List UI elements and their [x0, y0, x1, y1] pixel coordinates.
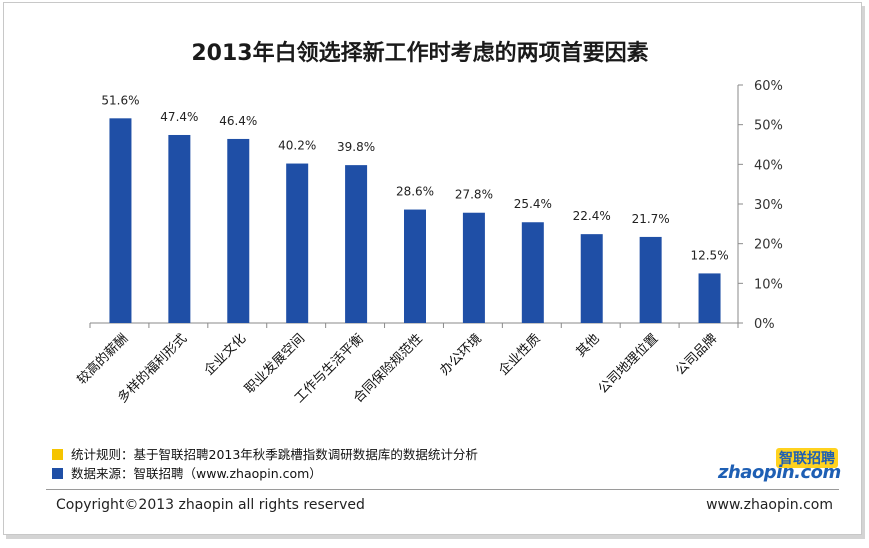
category-label: 企业文化: [201, 331, 249, 379]
data-label: 47.4%: [160, 110, 198, 124]
footer-copyright: Copyright©2013 zhaopin all rights reserv…: [56, 497, 365, 513]
data-label: 22.4%: [573, 209, 611, 223]
bar: [227, 138, 250, 323]
note-source: 数据来源：智联招聘（www.zhaopin.com）: [52, 464, 478, 483]
zhaopin-logo: 智联招聘 zhaopin.com: [718, 448, 841, 484]
bar: [168, 134, 191, 323]
bar: [286, 163, 309, 323]
footer-url: www.zhaopin.com: [706, 497, 833, 513]
data-label: 40.2%: [278, 139, 316, 153]
y-tick-label: 0%: [754, 317, 775, 332]
y-tick-label: 60%: [754, 79, 783, 94]
category-label: 办公环境: [437, 331, 484, 378]
data-label: 21.7%: [632, 212, 670, 226]
bar: [580, 234, 603, 323]
data-label: 27.8%: [455, 188, 493, 202]
category-label: 职业发展空间: [242, 331, 308, 397]
category-label: 企业性质: [496, 331, 544, 379]
y-tick-label: 30%: [754, 198, 783, 213]
category-label: 公司品牌: [672, 331, 720, 379]
note-rule: 统计规则：基于智联招聘2013年秋季跳槽指数调研数据库的数据统计分析: [52, 445, 478, 464]
bar: [462, 212, 485, 323]
note-source-text: 数据来源：智联招聘（www.zhaopin.com）: [71, 466, 322, 481]
footer-divider: [46, 489, 839, 490]
data-label: 46.4%: [219, 114, 257, 128]
y-axis: 0% 10% 20% 30% 40% 50% 60%: [89, 79, 783, 332]
data-label: 28.6%: [396, 185, 434, 199]
blue-square-icon: [52, 468, 63, 479]
data-label: 12.5%: [690, 248, 728, 262]
bar: [109, 118, 132, 323]
data-label: 25.4%: [514, 197, 552, 211]
yellow-square-icon: [52, 449, 63, 460]
category-label: 公司地理位置: [596, 331, 662, 397]
chart-title: 2013年白领选择新工作时考虑的两项首要因素: [191, 40, 648, 66]
y-tick-label: 10%: [754, 277, 783, 292]
bar: [404, 209, 426, 323]
bars: [109, 118, 721, 323]
data-label: 51.6%: [101, 93, 139, 107]
y-tick-label: 20%: [754, 238, 783, 253]
bar: [698, 273, 721, 323]
logo-en-text: zhaopin.com: [718, 462, 841, 483]
category-label: 较高的薪酬: [74, 331, 131, 388]
y-tick-label: 50%: [754, 119, 783, 134]
logo-cn-text: 智联招聘: [776, 448, 838, 468]
bar: [345, 165, 368, 323]
chart-frame: [3, 2, 862, 535]
chart-notes: 统计规则：基于智联招聘2013年秋季跳槽指数调研数据库的数据统计分析 数据来源：…: [52, 445, 478, 483]
data-label: 39.8%: [337, 140, 375, 154]
category-label: 其他: [574, 331, 603, 360]
note-rule-text: 统计规则：基于智联招聘2013年秋季跳槽指数调研数据库的数据统计分析: [71, 447, 478, 462]
bar: [521, 222, 544, 323]
y-tick-label: 40%: [754, 158, 783, 173]
data-labels: 51.6% 47.4% 46.4% 40.2% 39.8% 28.6% 27.8% 25.4%…: [101, 93, 728, 262]
bar: [639, 236, 662, 323]
